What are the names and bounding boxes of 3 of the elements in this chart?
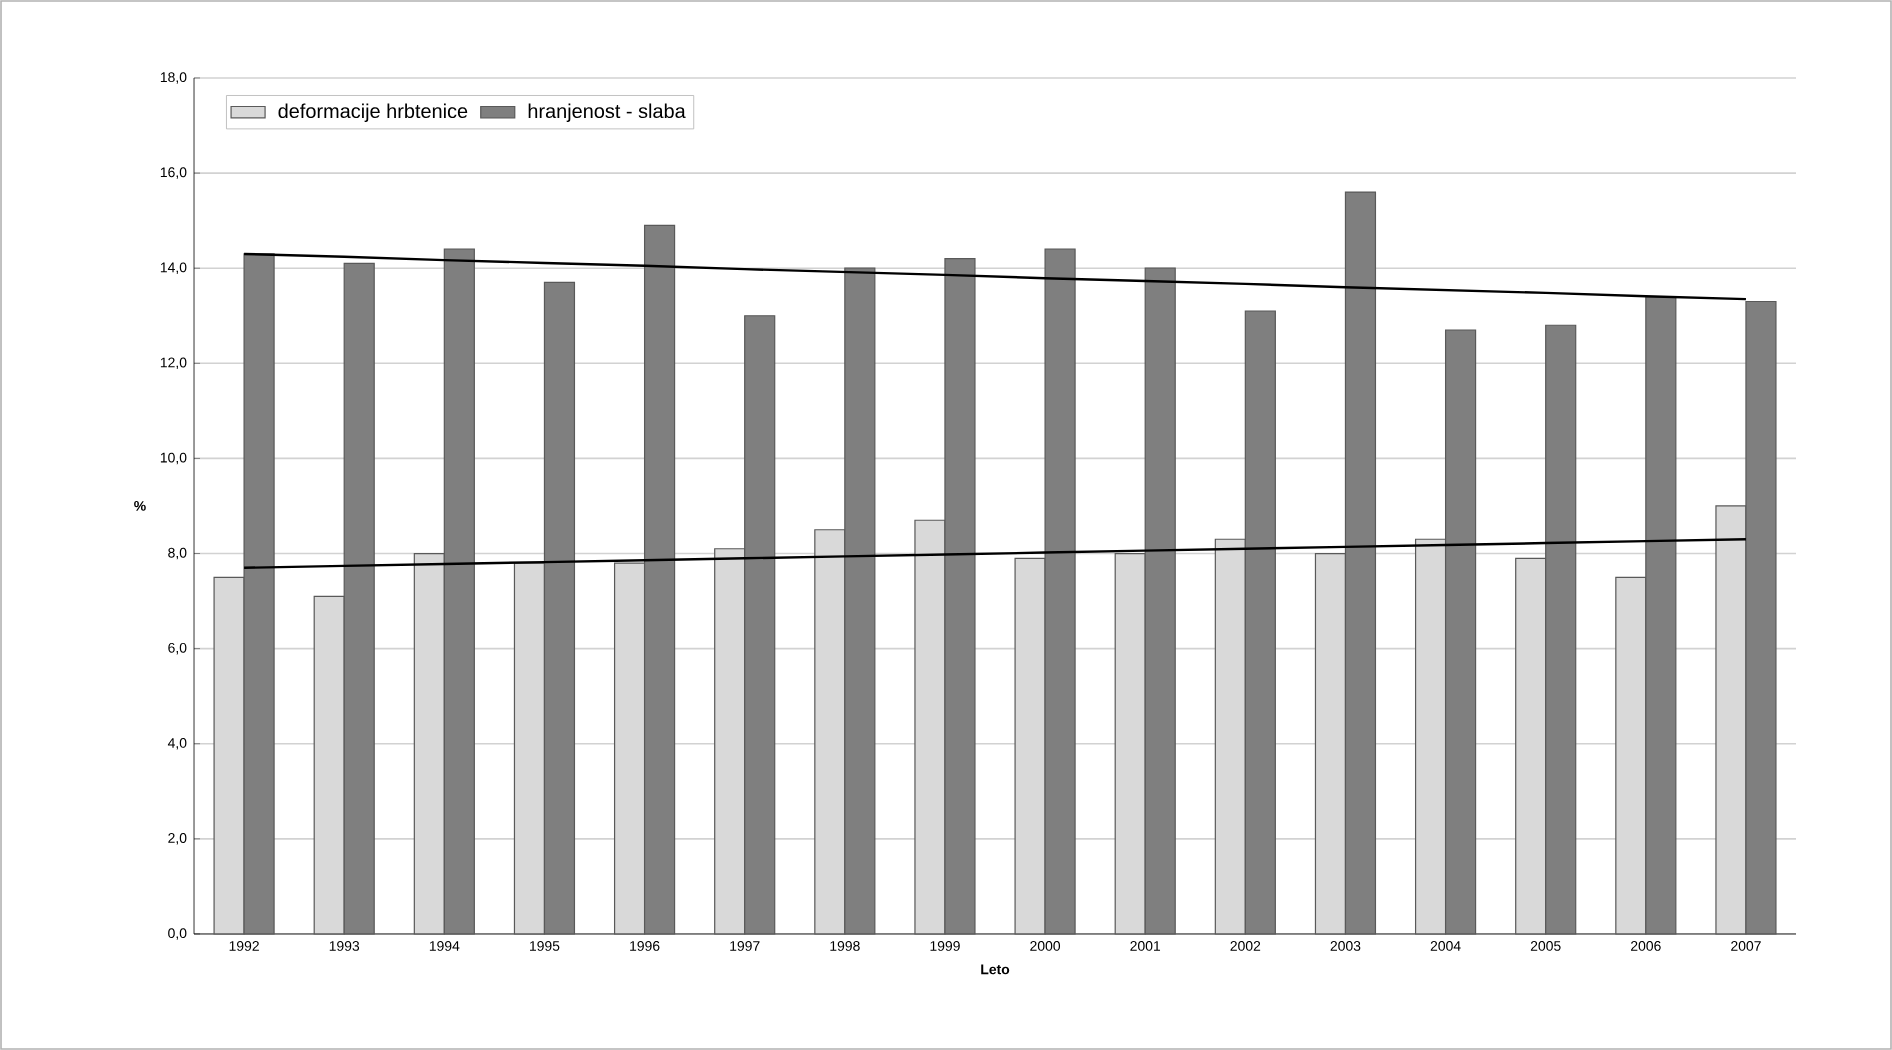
line-series bbox=[242, 538, 1748, 569]
legend-label: deformacije hrbtenice bbox=[278, 103, 468, 123]
legend-label: hranjenost - slaba bbox=[528, 103, 686, 123]
